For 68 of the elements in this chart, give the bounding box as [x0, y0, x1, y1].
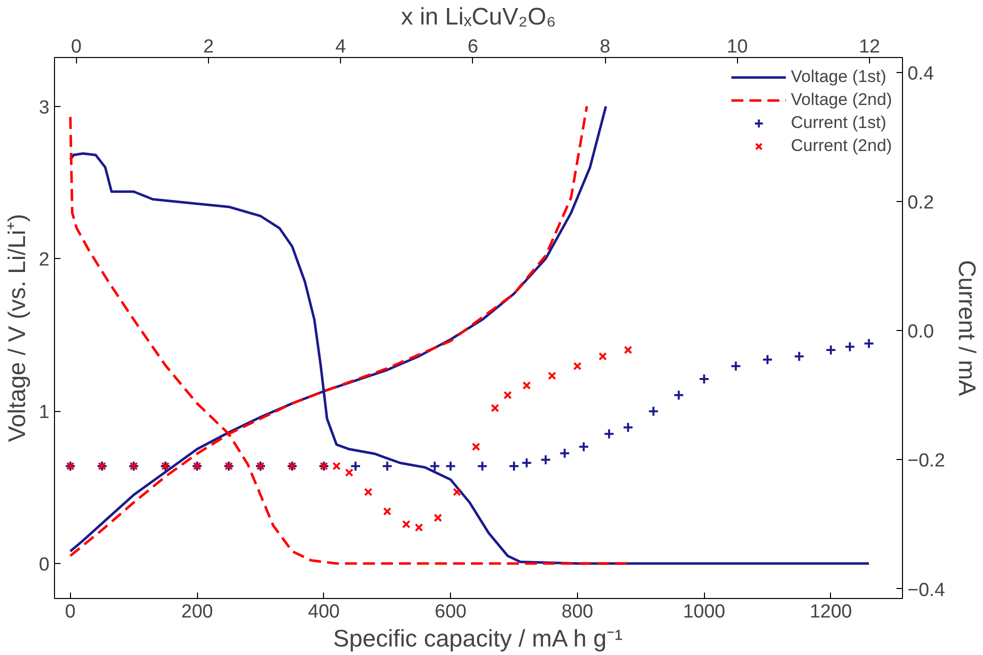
point [429, 460, 440, 472]
x-tick-label: 1000 [682, 602, 726, 622]
point [673, 390, 684, 401]
point [794, 350, 805, 362]
y-tick-label: 3 [38, 97, 50, 118]
x2-tick-label: 2 [203, 36, 214, 58]
point [522, 381, 531, 390]
legend-label: Current (1st) [790, 113, 886, 133]
y-axis-title: Voltage / V (vs. Li/Li⁺) [4, 214, 31, 442]
point [383, 507, 392, 516]
point [350, 460, 362, 472]
point [414, 523, 424, 532]
y2-tick-label: 0.4 [908, 63, 934, 84]
x-tick-label: 1200 [810, 602, 852, 622]
point [578, 441, 590, 452]
point [472, 442, 480, 451]
x-tick-label: 0 [65, 602, 76, 622]
point [730, 360, 742, 372]
y2-axis-title: Current / mA [953, 260, 980, 396]
x-axis-title: Specific capacity / mA h g⁻¹ [333, 626, 623, 652]
y2-tick-label: 0.2 [908, 192, 934, 214]
point [624, 346, 632, 354]
x2-tick-label: 8 [600, 36, 610, 58]
point [345, 468, 354, 477]
point [508, 460, 520, 472]
x-tick-label: 400 [308, 602, 340, 622]
x-tick-label: 800 [562, 602, 594, 622]
point [844, 341, 856, 352]
point [604, 428, 615, 440]
point [364, 488, 372, 496]
x-tick-label: 600 [434, 602, 466, 622]
point [648, 406, 659, 417]
y-tick-label: 1 [38, 402, 50, 424]
y2-tick-label: −0.2 [908, 450, 946, 472]
x2-tick-label: 12 [858, 36, 880, 58]
x2-tick-label: 6 [468, 36, 478, 58]
x2-tick-label: 10 [726, 36, 748, 58]
point [698, 374, 710, 384]
x2-tick-label: 4 [335, 36, 346, 58]
y-tick-label: 2 [38, 250, 50, 271]
point [332, 462, 341, 470]
x-tick-label: 200 [181, 602, 213, 622]
legend-label: Voltage (2nd) [790, 90, 892, 110]
point [476, 460, 488, 472]
y2-tick-label: 0.0 [908, 322, 934, 343]
y2-tick-label: −0.4 [908, 580, 946, 601]
point [559, 448, 570, 459]
point [445, 460, 456, 472]
point [402, 520, 410, 528]
point [490, 404, 500, 412]
point [548, 372, 556, 380]
legend-label: Voltage (1st) [790, 67, 886, 87]
point [503, 390, 512, 400]
point [434, 514, 442, 522]
point [382, 460, 393, 472]
point [598, 352, 607, 361]
y-tick-label: 0 [38, 554, 50, 576]
point [622, 422, 634, 433]
point [573, 362, 582, 370]
point [825, 344, 836, 356]
point [540, 454, 552, 466]
point [863, 338, 874, 349]
point [521, 457, 532, 468]
legend-label: Current (2nd) [790, 136, 892, 156]
x2-axis-title: x in LiₓCuV₂O₆ [401, 4, 556, 30]
point [762, 354, 774, 366]
x2-tick-label: 0 [71, 36, 82, 58]
point [452, 488, 462, 496]
